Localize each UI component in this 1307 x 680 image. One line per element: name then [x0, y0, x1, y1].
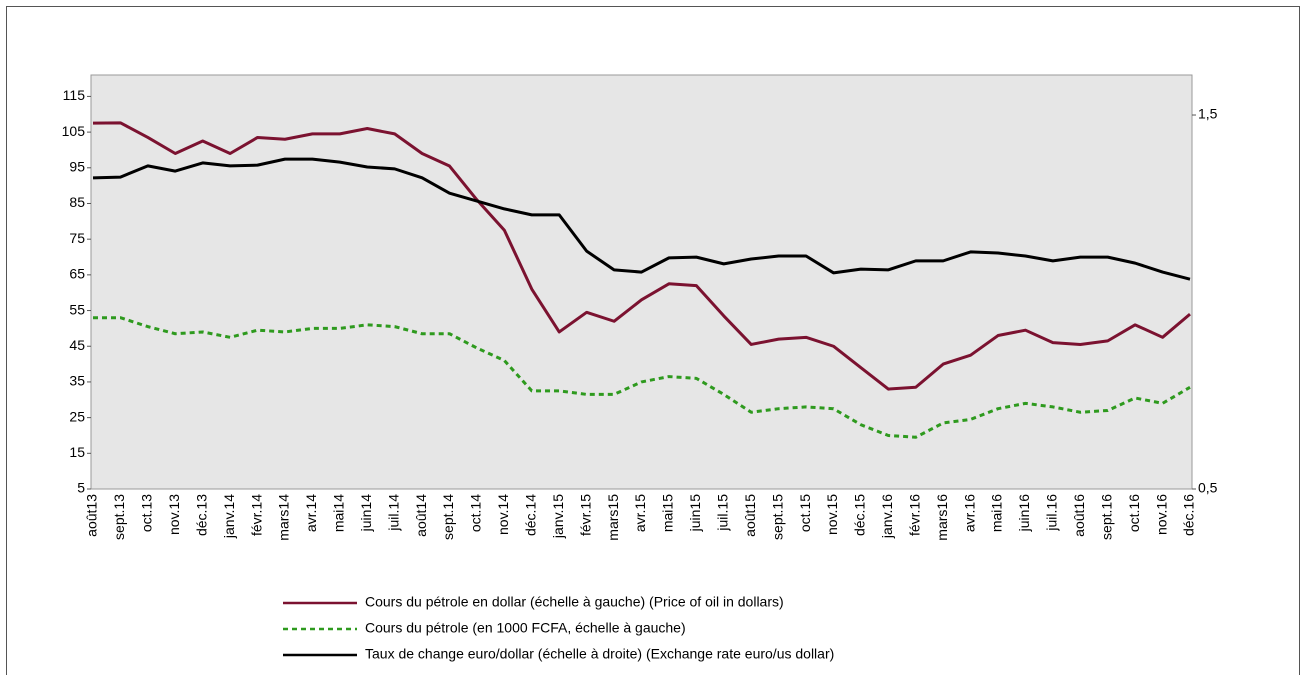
- y-tick-label: 95: [69, 158, 85, 174]
- x-tick-label: avr.16: [961, 494, 977, 532]
- y-tick-label: 115: [63, 87, 86, 103]
- y-tick-label: 15: [69, 444, 85, 460]
- y-tick-label: 85: [69, 194, 85, 210]
- y-tick-label: 75: [69, 230, 85, 246]
- x-tick-label: mars16: [934, 494, 950, 541]
- x-tick-label: mai14: [331, 494, 347, 532]
- x-tick-label: oct.15: [797, 494, 813, 532]
- x-tick-label: nov.14: [495, 494, 511, 535]
- x-tick-label: juil.16: [1044, 494, 1060, 532]
- x-tick-label: oct.14: [468, 494, 484, 532]
- x-tick-label: mai15: [660, 494, 676, 532]
- x-tick-label: mars15: [605, 494, 621, 541]
- y-tick-label: 5: [77, 480, 85, 496]
- y-tick-label: 65: [69, 266, 85, 282]
- y-tick-label: 25: [69, 408, 85, 424]
- x-tick-label: mai16: [989, 494, 1005, 532]
- x-tick-label: sept.15: [769, 494, 785, 540]
- frame: [6, 6, 1300, 680]
- x-tick-label: sept.13: [111, 494, 127, 540]
- x-tick-label: janv.14: [221, 494, 237, 539]
- x-tick-label: avr.14: [303, 494, 319, 532]
- x-tick-label: févr.15: [577, 494, 593, 536]
- series-line: [92, 121, 1191, 391]
- x-tick-label: sept.16: [1098, 494, 1114, 540]
- x-tick-label: août13: [84, 494, 100, 537]
- x-tick-label: oct.16: [1126, 494, 1142, 532]
- x-tick-label: déc.15: [852, 494, 868, 536]
- x-tick-label: juil.15: [714, 494, 730, 532]
- x-tick-label: avr.15: [632, 494, 648, 532]
- x-tick-label: juin15: [687, 494, 703, 533]
- x-tick-label: juil.14: [385, 494, 401, 532]
- x-tick-label: juin14: [358, 494, 374, 533]
- x-tick-label: sept.14: [440, 494, 456, 540]
- legend-label: Cours du pétrole en dollar (échelle à ga…: [365, 594, 784, 610]
- plot-area: [90, 74, 1193, 490]
- x-tick-label: nov.15: [824, 494, 840, 535]
- y-tick-label: 35: [69, 373, 85, 389]
- x-tick-label: août16: [1071, 494, 1087, 537]
- x-tick-label: févr.14: [248, 494, 264, 536]
- x-tick-label: août15: [742, 494, 758, 537]
- x-tick-label: juin16: [1016, 494, 1032, 533]
- x-tick-label: févr.16: [906, 494, 922, 536]
- y-tick-label: 105: [62, 123, 86, 139]
- x-tick-label: déc.16: [1181, 494, 1197, 536]
- x-tick-label: mars14: [276, 494, 292, 541]
- x-tick-label: déc.13: [193, 494, 209, 536]
- x-tick-label: janv.15: [550, 494, 566, 539]
- legend-label: Cours du pétrole (en 1000 FCFA, échelle …: [365, 620, 686, 636]
- x-tick-label: oct.13: [139, 494, 155, 532]
- legend-label: Taux de change euro/dollar (échelle à dr…: [365, 646, 834, 662]
- y2-tick-label: 0,5: [1198, 480, 1218, 496]
- x-tick-label: nov.16: [1153, 494, 1169, 535]
- series-line: [92, 157, 1191, 281]
- x-tick-label: août14: [413, 494, 429, 537]
- x-tick-label: nov.13: [166, 494, 182, 535]
- y2-tick-label: 1,5: [1198, 106, 1218, 122]
- x-tick-label: janv.16: [879, 494, 895, 539]
- y-tick-label: 55: [69, 301, 85, 317]
- series-line: [93, 316, 1191, 439]
- x-tick-label: déc.14: [523, 494, 539, 536]
- y-tick-label: 45: [69, 337, 85, 353]
